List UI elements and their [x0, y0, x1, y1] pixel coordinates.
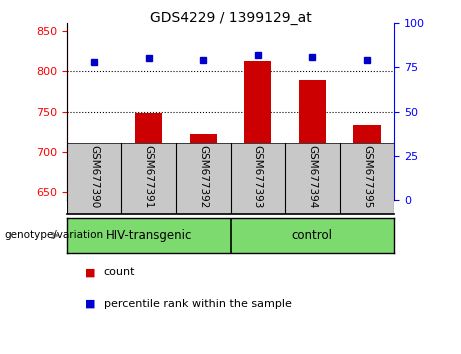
Text: ■: ■: [85, 267, 96, 277]
Bar: [353, 125, 380, 200]
Text: percentile rank within the sample: percentile rank within the sample: [104, 299, 292, 309]
Text: GSM677392: GSM677392: [198, 145, 208, 209]
Bar: [135, 113, 162, 200]
Text: GSM677393: GSM677393: [253, 145, 263, 209]
Bar: [299, 80, 326, 200]
Text: GDS4229 / 1399129_at: GDS4229 / 1399129_at: [150, 11, 311, 25]
Bar: [244, 61, 272, 200]
Text: count: count: [104, 267, 135, 277]
Text: genotype/variation: genotype/variation: [5, 230, 104, 240]
Text: ■: ■: [85, 299, 96, 309]
Text: GSM677390: GSM677390: [89, 145, 99, 209]
Text: GSM677391: GSM677391: [144, 145, 154, 209]
Text: control: control: [292, 229, 333, 242]
Bar: [189, 134, 217, 200]
Bar: [81, 184, 108, 200]
Text: GSM677395: GSM677395: [362, 145, 372, 209]
Text: HIV-transgenic: HIV-transgenic: [106, 229, 192, 242]
Text: GSM677394: GSM677394: [307, 145, 317, 209]
